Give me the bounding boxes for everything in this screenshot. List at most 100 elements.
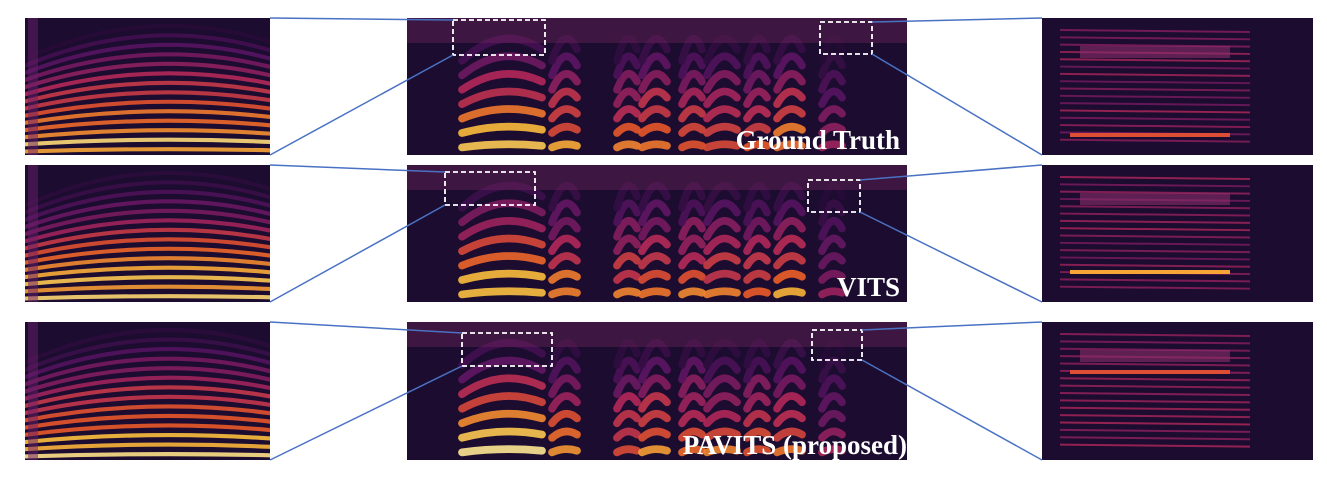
harmonic xyxy=(773,445,806,457)
harmonic xyxy=(25,366,270,394)
zoom-connector xyxy=(859,211,1043,303)
harmonic xyxy=(818,199,846,227)
harmonic xyxy=(678,140,706,152)
harmonic xyxy=(25,284,270,294)
harmonic xyxy=(548,445,581,457)
harmonic xyxy=(818,409,846,428)
harmonic xyxy=(743,105,771,123)
harmonic xyxy=(678,252,706,270)
harmonic xyxy=(773,339,806,369)
harmonic xyxy=(458,338,546,369)
harmonic xyxy=(25,337,270,372)
harmonic xyxy=(1059,212,1251,217)
harmonic xyxy=(548,52,581,80)
harmonic xyxy=(818,287,846,299)
harmonic xyxy=(678,374,706,399)
harmonic xyxy=(25,442,270,452)
harmonic xyxy=(613,339,641,369)
harmonic xyxy=(1059,436,1251,441)
upper-band xyxy=(1080,46,1230,58)
harmonic xyxy=(773,70,806,94)
zoom-connector xyxy=(871,53,1043,156)
harmonic xyxy=(678,181,706,212)
harmonic xyxy=(1059,443,1251,448)
harmonic xyxy=(773,181,806,212)
harmonic xyxy=(458,445,546,457)
harmonic xyxy=(743,234,771,256)
harmonic xyxy=(678,52,706,80)
harmonic xyxy=(638,252,671,270)
row-label: Ground Truth xyxy=(736,125,900,155)
zoom-box xyxy=(807,179,861,213)
harmonic xyxy=(25,33,270,68)
harmonic xyxy=(678,122,706,137)
harmonic xyxy=(613,122,641,137)
harmonic xyxy=(25,180,270,215)
harmonic xyxy=(1059,263,1251,268)
harmonic xyxy=(458,287,546,299)
harmonic xyxy=(25,385,270,408)
harmonic xyxy=(638,409,671,428)
harmonic xyxy=(638,34,671,65)
harmonic xyxy=(1059,205,1251,210)
harmonic xyxy=(1059,219,1251,224)
harmonic xyxy=(678,287,706,299)
harmonic xyxy=(613,356,641,384)
harmonic xyxy=(548,339,581,369)
harmonic xyxy=(703,269,741,284)
harmonic xyxy=(1059,65,1251,70)
harmonic xyxy=(1059,36,1251,41)
harmonic xyxy=(613,427,641,442)
harmonic xyxy=(743,339,771,369)
harmonic xyxy=(458,374,546,399)
harmonic xyxy=(743,122,771,137)
harmonic xyxy=(1059,414,1251,419)
harmonic xyxy=(743,356,771,384)
harmonic xyxy=(638,52,671,80)
harmonic xyxy=(703,374,741,399)
harmonic xyxy=(548,217,581,241)
harmonic xyxy=(818,34,846,65)
harmonic xyxy=(1059,109,1251,114)
spectrogram-content xyxy=(25,165,270,302)
harmonic xyxy=(1059,362,1251,367)
harmonic xyxy=(458,199,546,227)
harmonic xyxy=(458,34,546,65)
harmonic xyxy=(458,140,546,152)
spectrogram xyxy=(1042,165,1313,302)
harmonic xyxy=(638,234,671,256)
zoom-box xyxy=(811,329,863,361)
harmonic xyxy=(743,199,771,227)
harmonic xyxy=(613,34,641,65)
harmonic xyxy=(743,34,771,65)
harmonic xyxy=(638,70,671,94)
harmonic xyxy=(25,452,270,459)
spectrogram-content xyxy=(25,18,270,155)
harmonic xyxy=(458,409,546,428)
harmonic xyxy=(548,87,581,109)
harmonic xyxy=(743,252,771,270)
harmonic xyxy=(548,140,581,152)
harmonic xyxy=(25,265,270,280)
harmonic xyxy=(743,445,771,457)
harmonic xyxy=(25,394,270,416)
harmonic xyxy=(25,237,270,258)
harmonic xyxy=(773,52,806,80)
zoom-connector xyxy=(861,359,1043,461)
harmonic xyxy=(638,122,671,137)
zoom-box xyxy=(444,171,536,206)
harmonic xyxy=(25,137,270,147)
zoom-connector xyxy=(871,17,1043,23)
onset xyxy=(28,18,38,155)
harmonic xyxy=(638,445,671,457)
harmonic xyxy=(743,140,771,152)
harmonic xyxy=(1059,249,1251,254)
harmonic xyxy=(773,374,806,399)
harmonic xyxy=(678,409,706,428)
harmonic xyxy=(818,234,846,256)
harmonic xyxy=(25,80,270,104)
harmonic xyxy=(25,404,270,423)
harmonic xyxy=(703,181,741,212)
harmonic xyxy=(548,356,581,384)
